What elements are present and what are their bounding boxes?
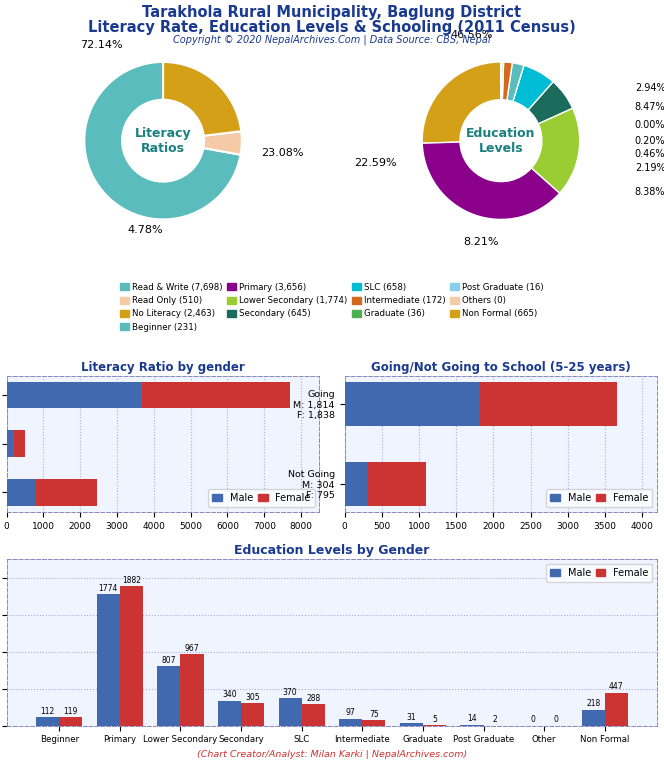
Title: Education Levels by Gender: Education Levels by Gender [234,544,430,557]
Text: 23.08%: 23.08% [262,148,304,158]
Text: 0: 0 [530,716,535,724]
Bar [7,430,14,457]
Text: 8.21%: 8.21% [463,237,499,247]
Text: 2.19%: 2.19% [635,164,664,174]
Bar [345,462,367,505]
Text: 46.56%: 46.56% [450,30,493,40]
Text: Copyright © 2020 NepalArchives.Com | Data Source: CBS, Nepal: Copyright © 2020 NepalArchives.Com | Dat… [173,35,491,45]
Bar [367,462,426,505]
Wedge shape [203,131,242,155]
Text: 0: 0 [553,716,558,724]
Bar [7,382,142,409]
Bar [35,479,98,505]
Text: 8.47%: 8.47% [635,102,664,112]
Wedge shape [163,62,241,136]
Wedge shape [501,62,503,100]
Text: 8.38%: 8.38% [635,187,664,197]
Wedge shape [507,63,524,101]
Bar [59,717,82,726]
Legend: Read & Write (7,698), Read Only (510), No Literacy (2,463), Beginner (231), Prim: Read & Write (7,698), Read Only (510), N… [120,283,544,332]
Bar [461,725,483,726]
Wedge shape [513,65,553,110]
Text: Tarakhola Rural Municipality, Baglung District: Tarakhola Rural Municipality, Baglung Di… [143,5,521,21]
Text: 0.46%: 0.46% [635,150,664,160]
Title: Going/Not Going to School (5-25 years): Going/Not Going to School (5-25 years) [371,361,631,374]
Text: 2: 2 [493,715,497,724]
Bar [181,654,203,726]
Bar [582,710,605,726]
Wedge shape [503,62,513,100]
Wedge shape [501,62,502,100]
Text: 2.94%: 2.94% [635,82,664,92]
Bar [97,594,120,726]
Text: 305: 305 [245,693,260,702]
Text: 4.78%: 4.78% [127,225,163,235]
Text: 807: 807 [162,656,176,664]
Text: 218: 218 [586,700,600,708]
Text: 22.59%: 22.59% [354,158,396,168]
Legend: Male, Female: Male, Female [546,564,653,582]
Text: 340: 340 [222,690,237,699]
Bar [400,723,423,726]
Text: 31: 31 [406,713,416,722]
Bar [605,693,627,726]
Text: 1774: 1774 [99,584,118,593]
Bar [301,704,325,726]
Text: Literacy
Ratios: Literacy Ratios [135,127,191,154]
Bar [218,700,241,726]
Text: (Chart Creator/Analyst: Milan Karki | NepalArchives.com): (Chart Creator/Analyst: Milan Karki | Ne… [197,750,467,759]
Wedge shape [422,62,501,144]
Text: 967: 967 [185,644,199,653]
Bar [157,666,181,726]
Text: 97: 97 [346,708,356,717]
Bar [241,703,264,726]
Bar [479,382,617,425]
Bar [142,382,290,409]
Title: Literacy Ratio by gender: Literacy Ratio by gender [81,361,245,374]
Bar [363,720,385,726]
Wedge shape [528,81,572,124]
Text: 0.00%: 0.00% [635,120,664,130]
Bar [345,382,479,425]
Wedge shape [531,108,580,193]
Bar [339,719,363,726]
Wedge shape [422,142,560,220]
Legend: Male, Female: Male, Female [546,489,653,507]
Bar [14,430,25,457]
Text: 447: 447 [609,682,623,691]
Text: 0.20%: 0.20% [635,136,664,146]
Text: 288: 288 [306,694,320,703]
Text: 75: 75 [369,710,378,719]
Legend: Male, Female: Male, Female [208,489,315,507]
Text: Education
Levels: Education Levels [466,127,536,154]
Text: 1882: 1882 [122,576,141,585]
Bar [7,479,35,505]
Text: 5: 5 [432,715,437,724]
Text: 14: 14 [467,714,477,723]
Bar [37,717,59,726]
Bar [279,698,301,726]
Text: Literacy Rate, Education Levels & Schooling (2011 Census): Literacy Rate, Education Levels & School… [88,20,576,35]
Text: 119: 119 [64,707,78,716]
Wedge shape [84,62,240,220]
Text: 112: 112 [41,707,55,716]
Text: 370: 370 [283,688,297,697]
Text: 72.14%: 72.14% [80,40,123,50]
Bar [120,587,143,726]
